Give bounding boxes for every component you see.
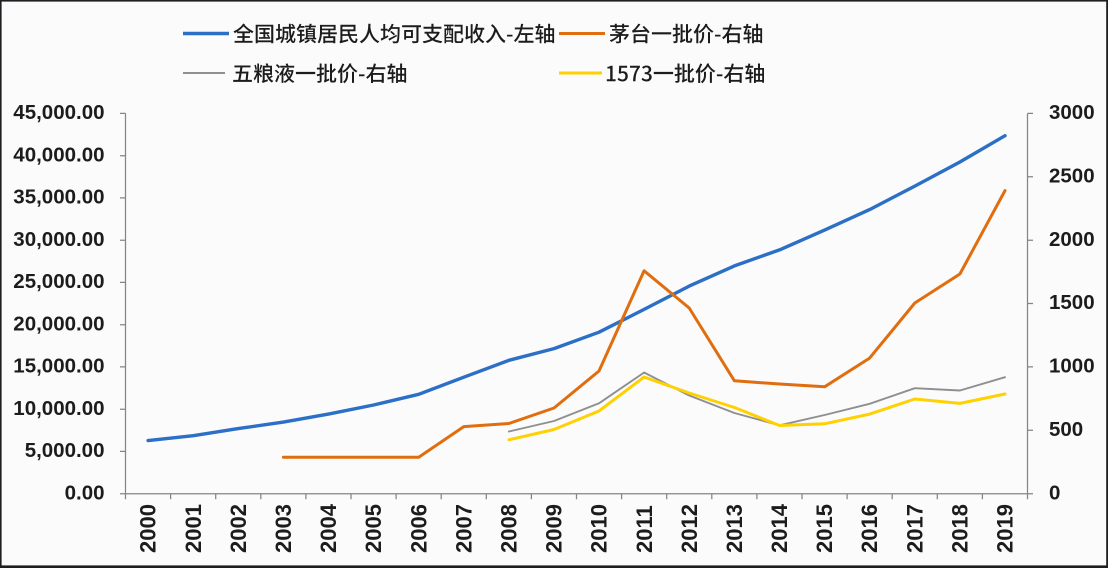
svg-text:30,000.00: 30,000.00 <box>13 228 104 251</box>
svg-text:5,000.00: 5,000.00 <box>25 439 105 462</box>
svg-text:2018: 2018 <box>948 504 973 553</box>
svg-text:45,000.00: 45,000.00 <box>13 101 104 124</box>
svg-text:500: 500 <box>1049 418 1083 441</box>
svg-text:40,000.00: 40,000.00 <box>13 143 104 166</box>
svg-text:2013: 2013 <box>722 504 747 553</box>
svg-text:1000: 1000 <box>1049 355 1095 378</box>
svg-text:2014: 2014 <box>767 503 792 553</box>
svg-text:2005: 2005 <box>361 504 386 553</box>
svg-text:15,000.00: 15,000.00 <box>13 355 104 378</box>
svg-text:2008: 2008 <box>497 504 522 553</box>
svg-text:2019: 2019 <box>993 504 1018 553</box>
svg-text:2006: 2006 <box>406 504 431 553</box>
svg-text:2015: 2015 <box>812 504 837 553</box>
svg-text:1500: 1500 <box>1049 291 1095 314</box>
svg-text:20,000.00: 20,000.00 <box>13 312 104 335</box>
svg-text:2007: 2007 <box>451 504 476 553</box>
svg-text:2004: 2004 <box>316 503 341 553</box>
svg-text:0.00: 0.00 <box>65 481 105 504</box>
svg-text:0: 0 <box>1049 481 1060 504</box>
svg-text:2002: 2002 <box>226 504 251 553</box>
svg-text:2011: 2011 <box>632 505 657 553</box>
svg-text:10,000.00: 10,000.00 <box>13 397 104 420</box>
svg-text:2001: 2001 <box>181 504 206 553</box>
svg-text:2016: 2016 <box>857 504 882 553</box>
svg-text:3000: 3000 <box>1049 101 1095 124</box>
svg-text:35,000.00: 35,000.00 <box>13 186 104 209</box>
svg-text:2003: 2003 <box>271 504 296 553</box>
svg-text:2009: 2009 <box>542 504 567 553</box>
svg-text:2012: 2012 <box>677 504 702 553</box>
svg-text:25,000.00: 25,000.00 <box>13 270 104 293</box>
svg-text:2000: 2000 <box>1049 228 1095 251</box>
svg-text:2017: 2017 <box>902 504 927 553</box>
svg-text:2500: 2500 <box>1049 165 1095 188</box>
svg-text:2000: 2000 <box>136 504 161 553</box>
svg-text:2010: 2010 <box>587 504 612 553</box>
